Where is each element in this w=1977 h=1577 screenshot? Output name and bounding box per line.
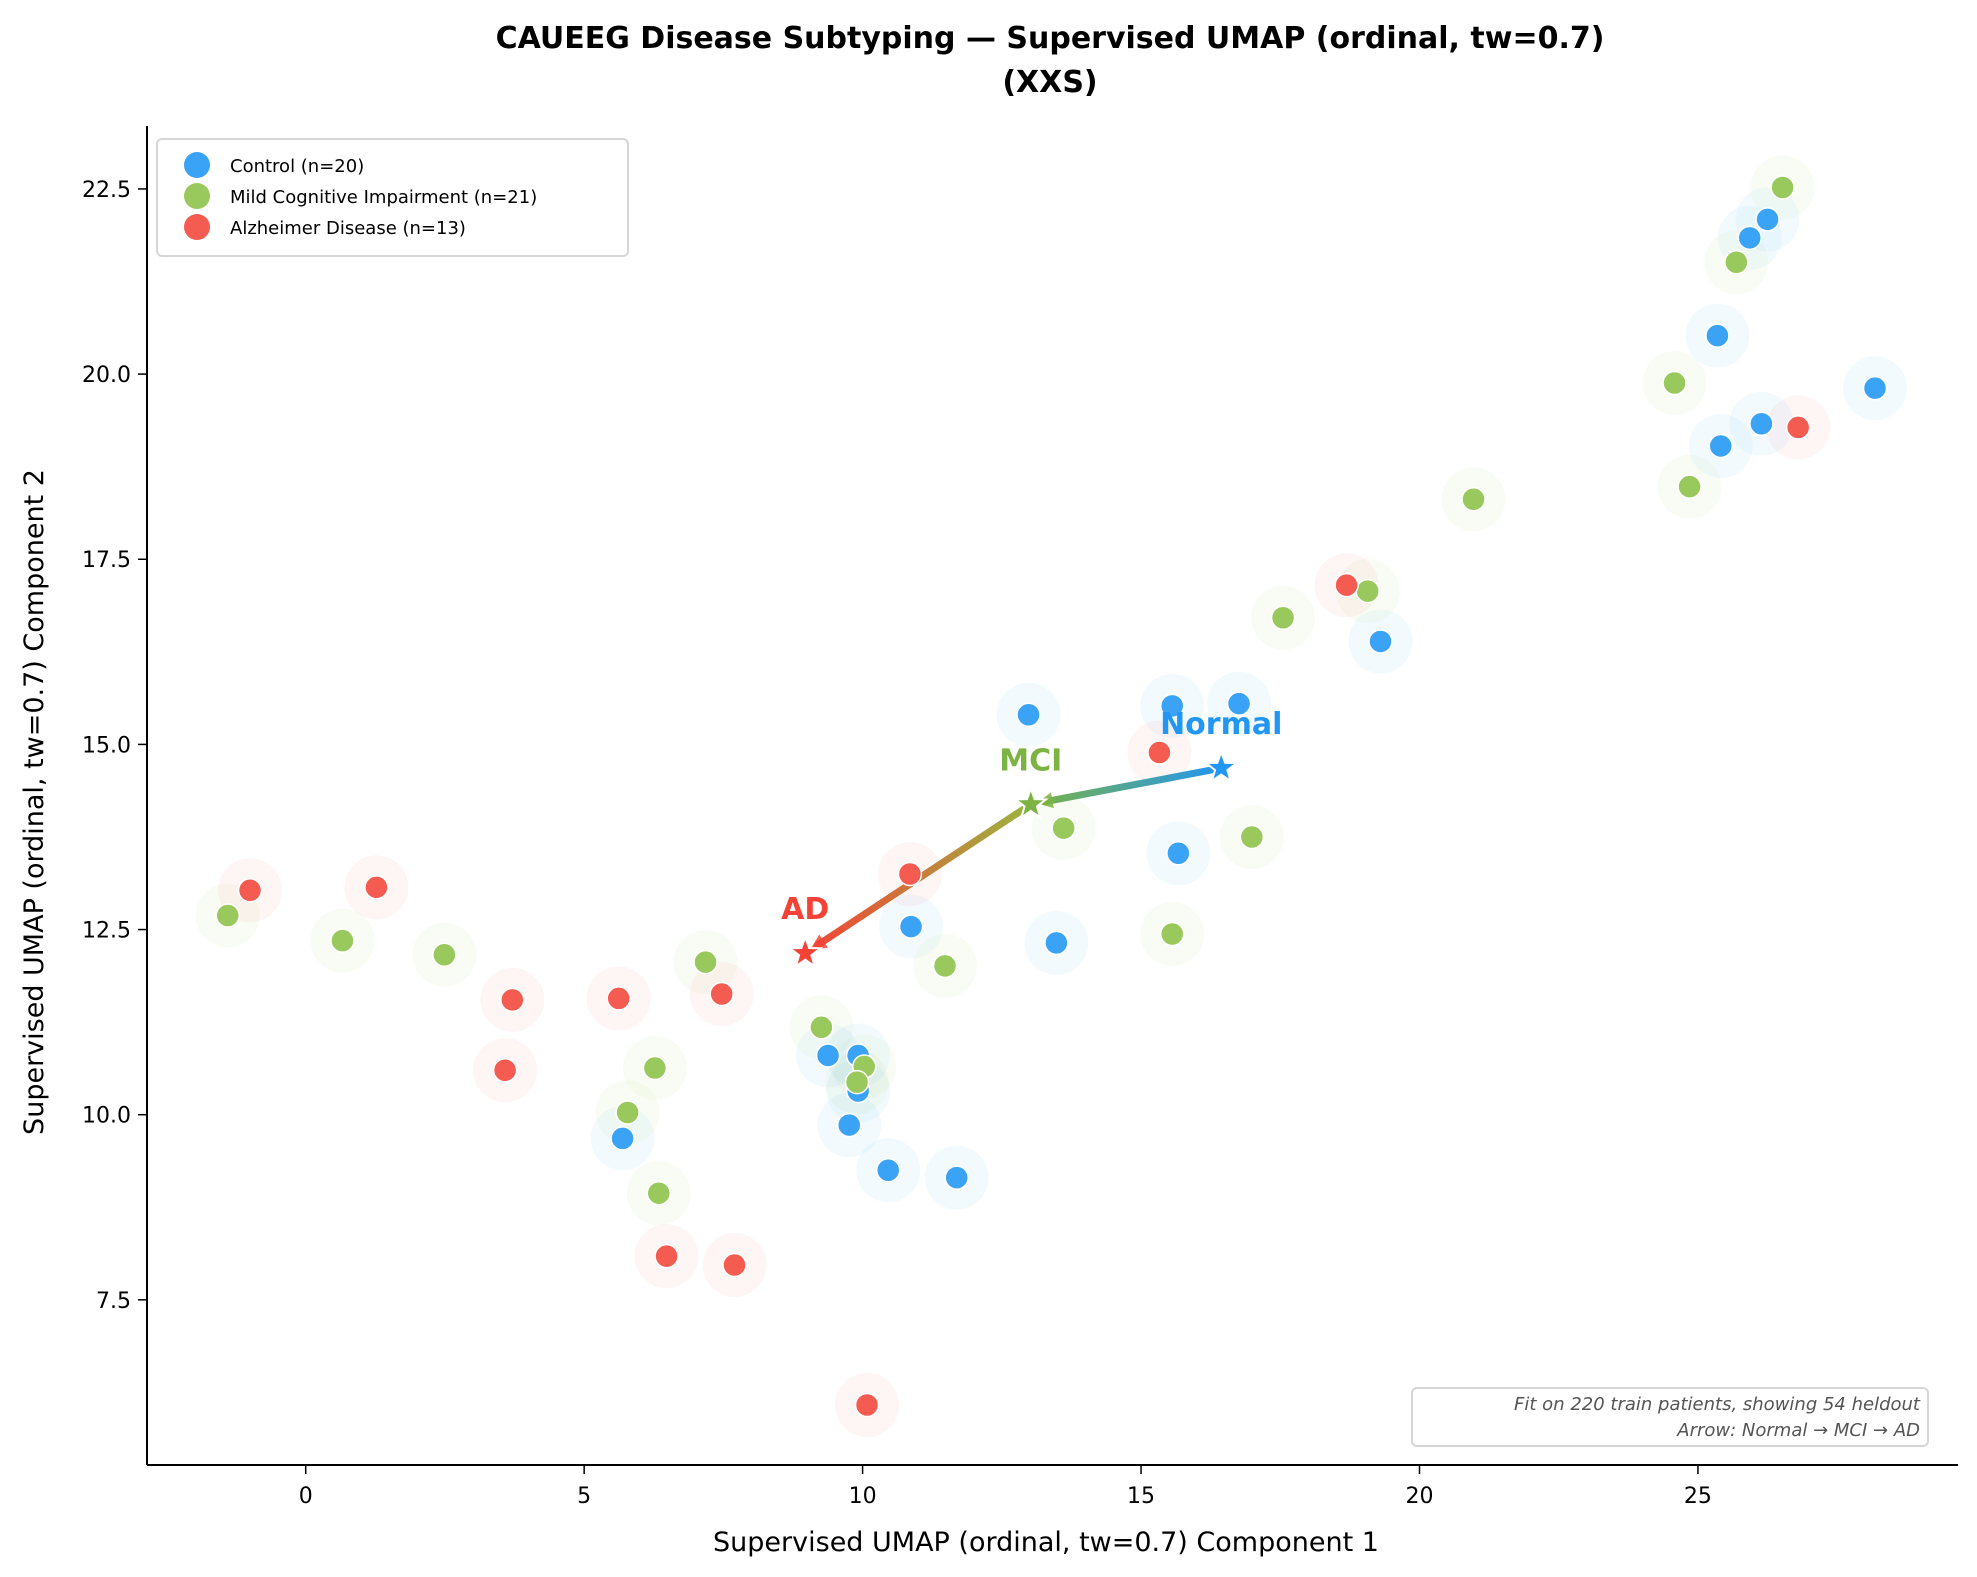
data-point-mci <box>1677 474 1702 499</box>
data-point-mci <box>330 928 355 953</box>
arrowhead-icon <box>810 934 829 950</box>
data-point-mci <box>1461 487 1486 512</box>
data-point-ad <box>654 1243 679 1269</box>
annotation-line-1: Fit on 220 train patients, showing 54 he… <box>1514 1394 1921 1415</box>
x-ticks: 0 5 10 15 20 25 <box>299 1465 1712 1509</box>
data-point-ad <box>606 986 631 1011</box>
data-point-control <box>610 1126 635 1151</box>
data-point-control <box>1226 691 1252 716</box>
data-point-control <box>1705 323 1730 348</box>
data-point-mci <box>1051 815 1076 841</box>
legend-marker-ad <box>184 214 210 240</box>
data-point-mci <box>646 1180 672 1206</box>
legend-marker-control <box>184 152 210 178</box>
legend: Control (n=20) Mild Cognitive Impairment… <box>156 138 629 257</box>
data-point-control <box>1166 841 1191 866</box>
y-tick-label: 22.5 <box>82 178 131 203</box>
data-point-control <box>1749 411 1774 436</box>
x-axis-label: Supervised UMAP (ordinal, tw=0.7) Compon… <box>713 1527 1379 1558</box>
data-point-control <box>815 1043 841 1068</box>
legend-label-mci: Mild Cognitive Impairment (n=21) <box>230 187 537 208</box>
data-point-control <box>1755 207 1780 232</box>
data-point-control <box>1044 930 1069 956</box>
data-point-control <box>1159 693 1185 719</box>
chart-title: CAUEEG Disease Subtyping — Supervised UM… <box>496 21 1605 56</box>
y-tick-label: 10.0 <box>82 1104 131 1129</box>
y-tick-label: 20.0 <box>82 363 131 388</box>
centroid-star-icon-normal <box>1203 749 1240 784</box>
centroid-layer: Normal MCI AD <box>781 707 1282 969</box>
data-point-ad <box>854 1392 880 1418</box>
x-tick-label: 0 <box>299 1484 313 1509</box>
point-layer <box>215 175 1888 1418</box>
arrow-segment-normal-to-mci <box>1041 764 1227 806</box>
legend-label-ad: Alzheimer Disease (n=13) <box>230 218 466 239</box>
data-point-ad <box>364 875 389 900</box>
centroid-label-normal: Normal <box>1160 707 1282 742</box>
data-point-mci <box>1770 175 1795 200</box>
data-point-ad <box>722 1252 747 1278</box>
annotation-box: Fit on 220 train patients, showing 54 he… <box>1411 1387 1929 1447</box>
centroid-star-icon-ad <box>787 934 824 969</box>
data-point-mci <box>1159 921 1185 947</box>
legend-marker-mci <box>184 183 210 209</box>
legend-frame <box>156 138 629 257</box>
data-point-control <box>836 1112 862 1138</box>
data-point-mci <box>932 953 958 979</box>
data-point-control <box>1708 433 1734 459</box>
data-point-mci <box>844 1069 870 1095</box>
data-point-mci <box>1270 605 1296 631</box>
x-tick-label: 5 <box>577 1484 591 1509</box>
annotation-line-2: Arrow: Normal → MCI → AD <box>1676 1420 1920 1441</box>
x-tick-label: 25 <box>1684 1484 1712 1509</box>
y-tick-label: 17.5 <box>82 548 131 573</box>
data-point-ad <box>1147 740 1172 765</box>
data-point-mci <box>642 1055 668 1081</box>
chart-subtitle: (XXS) <box>1002 65 1097 100</box>
arrow-segment-mci-to-ad <box>813 799 1036 950</box>
y-tick-label: 15.0 <box>82 733 131 758</box>
data-point-mci <box>615 1100 640 1125</box>
y-ticks: 7.5 10.0 12.5 15.0 17.5 20.0 22.5 <box>82 178 147 1314</box>
data-point-ad <box>1785 415 1811 440</box>
x-tick-label: 10 <box>849 1484 877 1509</box>
data-point-mci <box>1239 824 1265 850</box>
data-point-control <box>875 1157 901 1183</box>
x-tick-label: 20 <box>1405 1484 1433 1509</box>
centroid-label-mci: MCI <box>999 743 1062 778</box>
data-point-ad <box>237 878 263 903</box>
data-point-control <box>944 1165 969 1190</box>
data-point-mci <box>1724 250 1749 275</box>
y-tick-label: 12.5 <box>82 919 131 944</box>
y-axis-label: Supervised UMAP (ordinal, tw=0.7) Compon… <box>19 469 50 1135</box>
data-point-ad <box>709 981 734 1007</box>
data-point-control <box>898 914 924 939</box>
data-point-control <box>1016 702 1041 728</box>
y-tick-label: 7.5 <box>96 1289 131 1314</box>
centroid-star-icon-mci <box>1012 785 1049 820</box>
data-point-mci <box>809 1015 834 1040</box>
data-point-ad <box>897 861 923 887</box>
legend-label-control: Control (n=20) <box>230 156 364 177</box>
annotation-frame <box>1411 1387 1929 1447</box>
data-point-mci <box>1662 370 1687 396</box>
data-point-ad <box>500 987 525 1013</box>
data-point-mci <box>432 942 457 967</box>
data-point-ad <box>492 1058 518 1083</box>
data-point-mci <box>215 903 240 928</box>
data-point-control <box>1737 225 1762 251</box>
data-point-control <box>1862 375 1888 401</box>
data-point-mci <box>1355 578 1380 604</box>
data-point-control <box>1368 629 1393 654</box>
centroid-label-ad: AD <box>781 892 829 927</box>
data-point-mci <box>693 949 718 975</box>
data-point-ad <box>1334 572 1359 598</box>
x-tick-label: 15 <box>1127 1484 1155 1509</box>
